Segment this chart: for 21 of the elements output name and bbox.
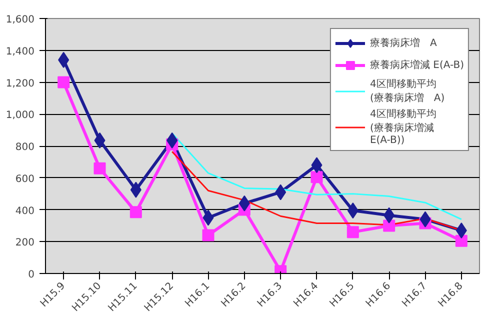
y-tick-label: 200 — [15, 238, 35, 249]
point — [455, 234, 468, 247]
legend-label: 4区間移動平均 (療養病床増 A) — [370, 78, 445, 105]
point — [202, 229, 214, 242]
y-tick-label: 600 — [15, 174, 35, 185]
y-tick-label: 800 — [15, 142, 35, 153]
point — [130, 206, 142, 218]
point — [94, 162, 106, 174]
y-tick-label: 1,400 — [6, 46, 35, 58]
point — [58, 76, 70, 88]
point — [310, 171, 323, 184]
point — [383, 220, 396, 232]
y-tick-label: 0 — [28, 270, 35, 280]
y-tick-label: 1,000 — [6, 110, 35, 122]
point — [346, 226, 359, 238]
y-tick-label: 1,200 — [6, 78, 35, 90]
legend-label: 4区間移動平均 (療養病床増減 E(A-B)) — [370, 108, 436, 146]
legend-label: 療養病床増 A — [370, 36, 437, 50]
y-tick-label: 1,600 — [6, 14, 35, 26]
legend-label: 療養病床増減 E(A-B) — [370, 58, 464, 72]
y-tick-label: 400 — [15, 206, 35, 217]
